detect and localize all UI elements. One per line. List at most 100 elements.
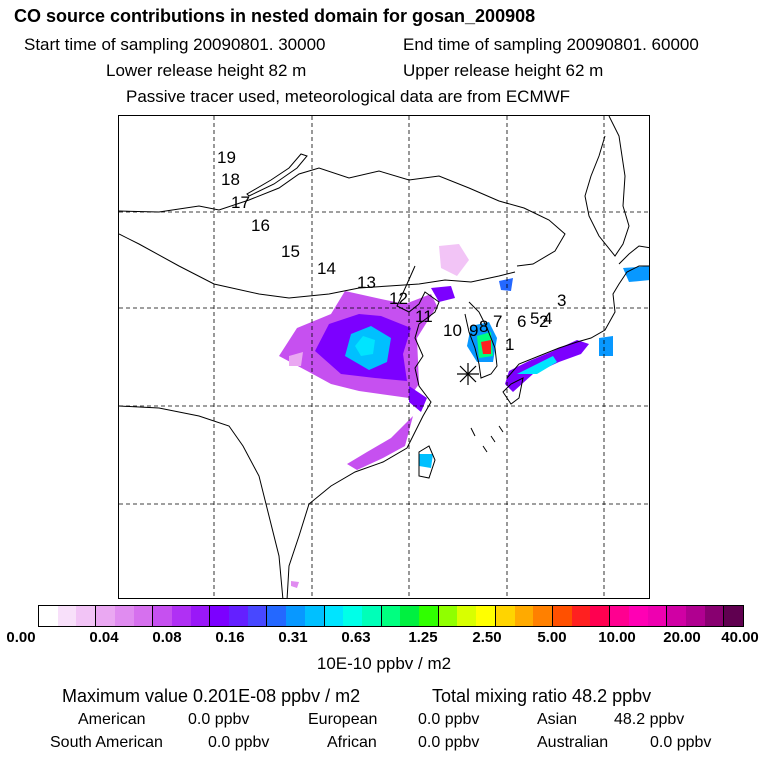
- colorbar-tick: 0.16: [215, 629, 245, 646]
- colorbar-swatch: [551, 606, 572, 626]
- colorbar-tick: 0.63: [341, 629, 371, 646]
- map-canvas: 1 2 3 4 5 6 7 8 9 10 11 12 13 14 15 16 1…: [119, 116, 649, 598]
- colorbar-swatch: [343, 606, 362, 626]
- colorbar-tick: 2.50: [472, 629, 502, 646]
- end-time-label: End time of sampling 20090801. 60000: [403, 35, 699, 54]
- hotspot-north: [431, 286, 455, 302]
- colorbar-swatch: [133, 606, 153, 626]
- colorbar-swatch: [114, 606, 134, 626]
- colorbar-swatch: [286, 606, 305, 626]
- traj-label-17: 17: [231, 193, 250, 212]
- max-value: Maximum value 0.201E-08 ppbv / m2: [62, 686, 361, 706]
- faint-north: [439, 244, 469, 276]
- colorbar-swatch: [380, 606, 401, 626]
- faint-south: [291, 581, 299, 588]
- tokyo-hotspot: [599, 336, 613, 356]
- traj-label-6: 6: [517, 312, 526, 331]
- region-value: 0.0 ppbv: [418, 734, 480, 751]
- traj-label-4: 4: [543, 309, 552, 328]
- hotspot-ne: [499, 278, 513, 291]
- colorbar-swatch: [647, 606, 667, 626]
- upper-height-label: Upper release height 62 m: [403, 61, 604, 80]
- region-value: 0.0 ppbv: [188, 711, 250, 728]
- start-time-label: Start time of sampling 20090801. 30000: [24, 35, 326, 54]
- hotspot-taiwan: [419, 454, 433, 468]
- colorbar-tick: 20.00: [663, 629, 701, 646]
- colorbar-swatch: [304, 606, 324, 626]
- colorbar-swatch: [666, 606, 686, 626]
- colorbar-tick: 10.00: [598, 629, 636, 646]
- region-name: American: [78, 711, 146, 728]
- colorbar-swatch: [704, 606, 724, 626]
- colorbar-swatch: [457, 606, 477, 626]
- region-value: 48.2 ppbv: [614, 711, 685, 728]
- colorbar-tick: 5.00: [537, 629, 567, 646]
- source-contribution-map: 1 2 3 4 5 6 7 8 9 10 11 12 13 14 15 16 1…: [118, 115, 650, 599]
- region-name: South American: [50, 734, 163, 751]
- region-name: Asian: [537, 711, 578, 728]
- hokkaido-hotspot: [623, 266, 649, 282]
- colorbar-swatch: [323, 606, 344, 626]
- traj-label-9: 9: [469, 321, 478, 340]
- receptor-asterisk-icon: [457, 363, 479, 385]
- traj-label-14: 14: [317, 259, 336, 278]
- traj-label-13: 13: [357, 273, 376, 292]
- traj-label-5: 5: [530, 309, 539, 328]
- traj-label-10: 10: [443, 321, 462, 340]
- colorbar-swatch: [494, 606, 515, 626]
- hotspot-coast: [409, 386, 427, 412]
- coastlines: [119, 116, 649, 598]
- colorbar-swatch: [95, 606, 115, 626]
- traj-label-15: 15: [281, 242, 300, 261]
- colorbar-swatch: [152, 606, 172, 626]
- colorbar-tick: 0.04: [89, 629, 119, 646]
- colorbar-unit: 10E-10 ppbv / m2: [316, 654, 452, 673]
- region-value: 0.0 ppbv: [650, 734, 712, 751]
- colorbar-tick: 0.31: [278, 629, 308, 646]
- colorbar-swatch: [590, 606, 610, 626]
- colorbar-swatch: [609, 606, 629, 626]
- traj-label-11: 11: [415, 307, 433, 326]
- japan-band-core: [517, 356, 557, 374]
- region-value: 0.0 ppbv: [208, 734, 270, 751]
- tracer-note: Passive tracer used, meteorological data…: [126, 87, 571, 106]
- faint-west: [289, 352, 303, 366]
- colorbar-swatch: [685, 606, 705, 626]
- colorbar-swatch: [229, 606, 248, 626]
- colorbar-swatch: [437, 606, 458, 626]
- colorbar-swatch: [400, 606, 420, 626]
- region-name: European: [308, 711, 378, 728]
- region-name: Australian: [537, 734, 609, 751]
- lower-height-label: Lower release height 82 m: [106, 61, 307, 80]
- traj-label-8: 8: [479, 317, 488, 336]
- colorbar-swatch: [419, 606, 438, 626]
- total-mixing-ratio: Total mixing ratio 48.2 ppbv: [432, 686, 652, 706]
- korea-core: [481, 340, 491, 354]
- traj-label-12: 12: [389, 289, 408, 308]
- colorbar-swatch: [628, 606, 648, 626]
- colorbar-swatch: [190, 606, 210, 626]
- colorbar-swatch: [209, 606, 230, 626]
- traj-label-18: 18: [221, 170, 240, 189]
- region-name: African: [327, 734, 377, 751]
- traj-label-19: 19: [217, 148, 236, 167]
- traj-label-2: 2: [539, 312, 548, 331]
- colorbar-swatch: [266, 606, 287, 626]
- traj-label-16: 16: [251, 216, 270, 235]
- colorbar-swatch: [76, 606, 96, 626]
- colorbar-swatch: [476, 606, 495, 626]
- colorbar-tick: 1.25: [408, 629, 438, 646]
- colorbar-swatch: [171, 606, 191, 626]
- traj-label-7: 7: [493, 312, 502, 331]
- colorbar-swatch: [247, 606, 267, 626]
- concentration-field: [279, 244, 649, 588]
- plume-peak: [355, 336, 375, 356]
- region-value: 0.0 ppbv: [418, 711, 480, 728]
- colorbar-swatch: [39, 606, 58, 626]
- colorbar-swatch: [533, 606, 552, 626]
- trajectory-labels: 1 2 3 4 5 6 7 8 9 10 11 12 13 14 15 16 1…: [217, 148, 566, 354]
- colorbar-swatch: [723, 606, 744, 626]
- plume-south: [347, 416, 413, 470]
- traj-label-3: 3: [557, 291, 566, 310]
- colorbar-tick: 0.00: [6, 629, 36, 646]
